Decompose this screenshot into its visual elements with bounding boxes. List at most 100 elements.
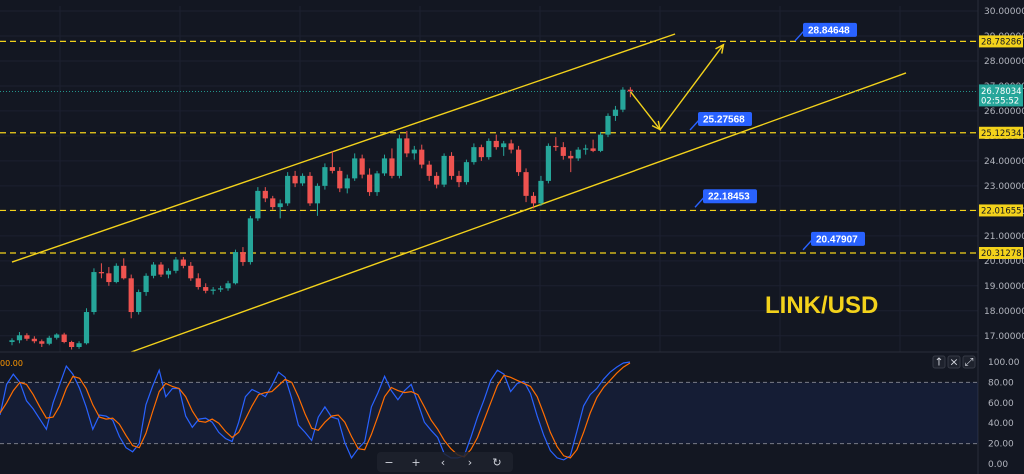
channel-lower-line [130,72,907,353]
price-tick-label: 21.00000 [984,232,1024,242]
candle-body [627,89,633,92]
candle-body [434,175,440,185]
candle-body [404,138,410,154]
level-tag [979,204,1023,217]
candle-body [359,158,365,175]
candle-body [545,145,551,181]
candle-body [150,264,157,276]
candle-body [441,155,447,185]
candle-body [91,272,97,313]
navigation-toolbar: − + ‹ › ↻ [377,452,513,472]
oscillator-band-fill [0,382,978,444]
candle-body [165,270,172,275]
panel-button[interactable] [932,355,946,369]
candle-body [277,203,283,208]
candle-body [501,143,507,148]
nav-button-glyph: ‹ [441,456,445,469]
candle-body [583,148,589,150]
candle-body [389,158,395,176]
candle-body [516,149,522,173]
candle-body [590,148,596,151]
candle-body [344,178,350,189]
candle-body [9,340,15,343]
callout-label: 28.84648 [808,25,850,36]
level-tag-label: 20.31278 [981,249,1022,259]
candle-body [448,155,455,176]
oscillator-tick-label: 20.00 [988,440,1014,450]
price-tick-label: 17.00000 [984,332,1024,342]
price-tick-label: 23.00000 [984,182,1024,192]
candle-body [523,172,529,196]
candle-body [456,175,462,183]
nav-button-glyph: + [411,456,420,469]
oscillator-axis: 0.00 20.00 40.00 60.00 80.00 100.00 [988,358,1020,470]
oscillator-scale-label: 00.00 [0,359,23,368]
panel-button-glyph: ↑ [934,356,943,369]
price-tick-label: 18.00000 [984,307,1024,317]
symbol-title: LINK/USD [765,292,878,319]
candle-body [69,342,75,348]
candle-body [128,278,134,313]
panel-button-glyph: ⤢ [965,356,974,369]
candle-body [530,195,537,204]
oscillator-tick-label: 0.00 [988,460,1008,470]
candle-body [337,170,343,189]
oscillator-tick-label: 40.00 [988,419,1014,429]
candle-body [352,158,358,179]
panel-button[interactable] [947,355,961,369]
candle-body [270,198,276,208]
panel-button-glyph: × [949,356,958,369]
price-annotations: 28.84648 25.27568 22.18453 20.47907 [689,22,865,251]
candle-body [180,259,186,266]
nav-button-glyph: ↻ [492,456,501,469]
candle-body [419,149,425,165]
candle-body [24,335,30,339]
candle-body [538,180,544,204]
nav-button-glyph: − [384,456,393,469]
projection-arrowhead-down [651,120,662,131]
price-tick-label: 26.00000 [984,107,1024,117]
price-tick-label: 30.00000 [984,7,1024,17]
candle-body [314,185,321,204]
callout-label: 20.47907 [816,234,858,245]
candle-body [121,265,127,279]
price-tick-label: 24.00000 [984,157,1024,167]
candle-body [508,143,514,150]
candle-body [374,173,380,193]
horizontal-levels: 28.78286 25.12534 22.01655 20.31278 [0,35,1023,259]
candle-body [232,252,239,284]
candle-body [597,134,604,151]
level-tag-label: 22.01655 [981,206,1022,216]
candle-body [568,155,574,159]
callout-box [803,22,857,37]
candle-body [136,292,142,313]
candle-body [396,138,402,176]
candle-body [292,175,298,184]
panel-button[interactable] [962,355,976,369]
candle-body [218,288,224,290]
candle-body [307,175,313,204]
projection-arrowhead-up [715,43,725,54]
candle-body [16,335,23,341]
candle-body [471,147,477,163]
candle-body [255,190,261,219]
projection-arrows [629,43,725,131]
candle-body [203,287,209,291]
candle-body [367,174,373,193]
candle-body [143,275,149,293]
callout-box [698,112,752,127]
candle-body [322,167,328,186]
candle-body [605,115,611,135]
level-tag [979,126,1023,139]
candle-body [46,337,52,344]
candle-body [426,164,432,176]
candle-body [493,140,499,148]
candle-body [463,162,470,183]
candle-body [173,259,179,271]
grid [0,6,978,352]
level-tag-label: 25.12534 [981,129,1022,139]
candle-body [210,289,216,291]
current-price-label: 26.78034 [981,87,1022,97]
candle-body [31,338,37,342]
